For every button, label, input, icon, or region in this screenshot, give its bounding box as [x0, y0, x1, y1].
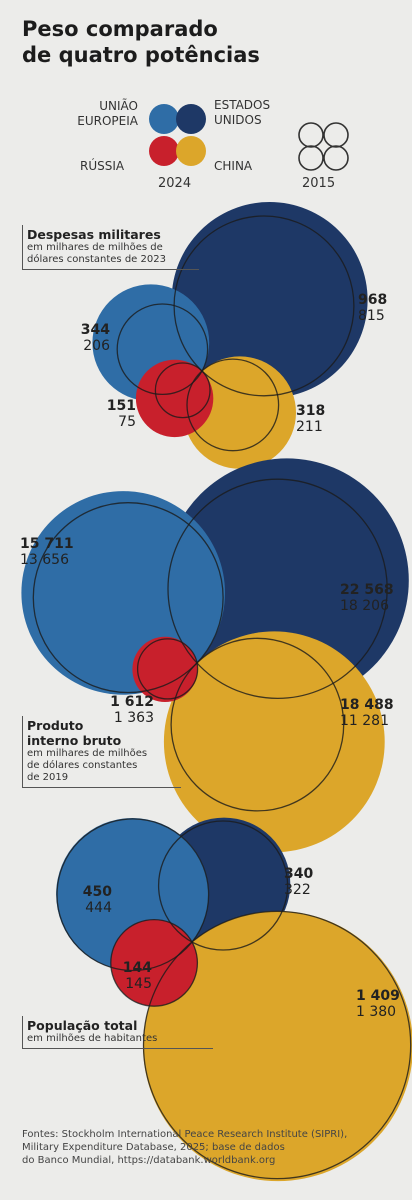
military-chart-subtitle-2: dólares constantes de 2023 [27, 254, 166, 265]
military-china-2024: 318 [296, 403, 326, 419]
military-us-2024-circle [171, 202, 368, 398]
gdp-eu-2015: 13 656 [20, 552, 69, 568]
gdp-china-2024-circle [163, 631, 385, 853]
legend-us-swatch [176, 104, 206, 134]
population-us-2015: 322 [284, 882, 311, 898]
legend-china-swatch [176, 136, 206, 166]
population-us-2015-circle [157, 820, 289, 951]
source-line-2: Military Expenditure Database, 2025; bas… [22, 1142, 285, 1153]
military-eu-value: 344 206 [62, 322, 110, 354]
gdp-china-value: 18 488 11 281 [340, 697, 394, 729]
population-chart-subtitle: em milhões de habitantes [27, 1033, 158, 1044]
legend-china: CHINA [214, 159, 253, 173]
legend-eu: UNIÃO EUROPEIA [58, 99, 138, 129]
population-russia-2015-circle [110, 918, 199, 1007]
military-chart-title: Despesas militares [27, 227, 161, 242]
legend-2015-outline-2 [298, 145, 324, 171]
gdp-us-2015-circle [167, 478, 388, 700]
legend-2015-outline-3 [323, 145, 349, 171]
gdp-us-2024: 22 568 [340, 582, 394, 598]
population-russia-value: 144 145 [112, 960, 152, 992]
population-us-value: 340 322 [284, 866, 313, 898]
population-eu-2015: 444 [85, 900, 112, 916]
population-russia-2024: 144 [122, 960, 152, 976]
military-china-2024-circle [183, 356, 296, 469]
gdp-china-2024: 18 488 [340, 697, 394, 713]
military-eu-2015-circle [116, 303, 209, 396]
military-russia-2015: 75 [118, 414, 136, 430]
gdp-us-2024-circle [164, 458, 409, 703]
military-russia-2015-circle [154, 362, 211, 419]
legend-eu-line-1: UNIÃO [99, 99, 138, 113]
legend-2015-outline-1 [323, 122, 349, 148]
military-chart-subtitle-1: em milhares de milhões de [27, 242, 163, 253]
legend-us-line-2: UNIDOS [214, 113, 262, 127]
gdp-chart-title-2: interno bruto [27, 733, 122, 748]
gdp-russia-value: 1 612 1 363 [100, 694, 154, 726]
legend-eu-swatch [149, 104, 179, 134]
gdp-china-2015: 11 281 [340, 713, 389, 729]
legend-year-current: 2024 [158, 176, 192, 191]
legend-russia-swatch [149, 136, 179, 166]
military-us-2024: 968 [358, 292, 388, 308]
population-russia-2024-circle [111, 919, 198, 1006]
gdp-chart-subtitle-1: em milhares de milhões [27, 748, 148, 759]
gdp-russia-2024-circle [132, 636, 198, 703]
source-note: Fontes: Stockholm International Peace Re… [22, 1128, 392, 1167]
gdp-chart-title-box: Produto interno bruto em milhares de mil… [22, 716, 181, 788]
population-china-2015-circle [142, 910, 412, 1180]
population-eu-2024: 450 [82, 884, 112, 900]
gdp-russia-2015: 1 363 [113, 710, 154, 726]
military-russia-2024: 151 [106, 398, 136, 414]
gdp-chart-subtitle-2: de dólares constantes [27, 760, 138, 771]
military-china-2015: 211 [296, 419, 323, 435]
military-us-2015: 815 [358, 308, 385, 324]
gdp-russia-2015-circle [136, 638, 199, 700]
population-chart-title-box: População total em milhões de habitantes [22, 1016, 213, 1049]
population-china-2024-circle [143, 911, 412, 1182]
military-us-value: 968 815 [358, 292, 387, 324]
legend-eu-line-2: EUROPEIA [77, 114, 138, 128]
legend-us-line-1: ESTADOS [214, 98, 271, 112]
population-china-2015: 1 380 [356, 1004, 397, 1020]
gdp-us-2015: 18 206 [340, 598, 389, 614]
legend-year-previous: 2015 [302, 176, 336, 191]
page-title: Peso comparado de quatro potências [22, 16, 260, 68]
population-china-2024: 1 409 [356, 988, 400, 1004]
legend-2015-outline-0 [298, 122, 324, 148]
title-line-1: Peso comparado [22, 17, 218, 41]
population-russia-2015: 145 [125, 976, 152, 992]
gdp-eu-2015-circle [32, 502, 224, 694]
gdp-china-2015-circle [170, 637, 345, 812]
title-line-2: de quatro potências [22, 43, 260, 67]
military-chart-title-box: Despesas militares em milhares de milhõe… [22, 225, 199, 270]
population-chart-title: População total [27, 1018, 138, 1033]
gdp-us-value: 22 568 18 206 [340, 582, 394, 614]
source-line-3: do Banco Mundial, https://databank.world… [22, 1155, 276, 1166]
legend-us: ESTADOS UNIDOS [214, 98, 270, 128]
gdp-chart-title-1: Produto [27, 718, 84, 733]
military-eu-2024: 344 [80, 322, 110, 338]
military-china-value: 318 211 [296, 403, 325, 435]
source-line-1: Fontes: Stockholm International Peace Re… [22, 1129, 348, 1140]
military-china-2015-circle [186, 358, 280, 452]
gdp-russia-2024: 1 612 [110, 694, 154, 710]
gdp-eu-value: 15 711 13 656 [20, 536, 80, 568]
legend-russia: RÚSSIA [80, 159, 125, 173]
gdp-eu-2024: 15 711 [20, 536, 74, 552]
population-china-value: 1 409 1 380 [356, 988, 400, 1020]
gdp-chart-subtitle-3: de 2019 [27, 772, 69, 783]
population-us-2024: 340 [284, 866, 314, 882]
population-eu-value: 450 444 [72, 884, 112, 916]
military-russia-value: 151 75 [92, 398, 136, 430]
population-eu-2015-circle [56, 818, 210, 972]
military-russia-2024-circle [135, 359, 214, 438]
military-eu-2015: 206 [83, 338, 110, 354]
